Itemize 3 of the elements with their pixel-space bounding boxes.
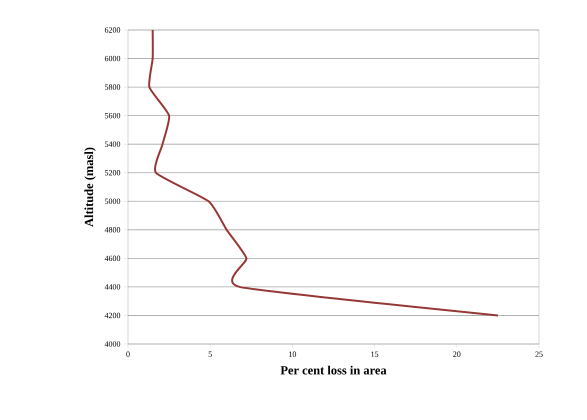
x-axis-title: Per cent loss in area [280, 366, 386, 375]
line-series [148, 30, 499, 316]
y-axis-title: Altitude (masl) [84, 148, 96, 227]
